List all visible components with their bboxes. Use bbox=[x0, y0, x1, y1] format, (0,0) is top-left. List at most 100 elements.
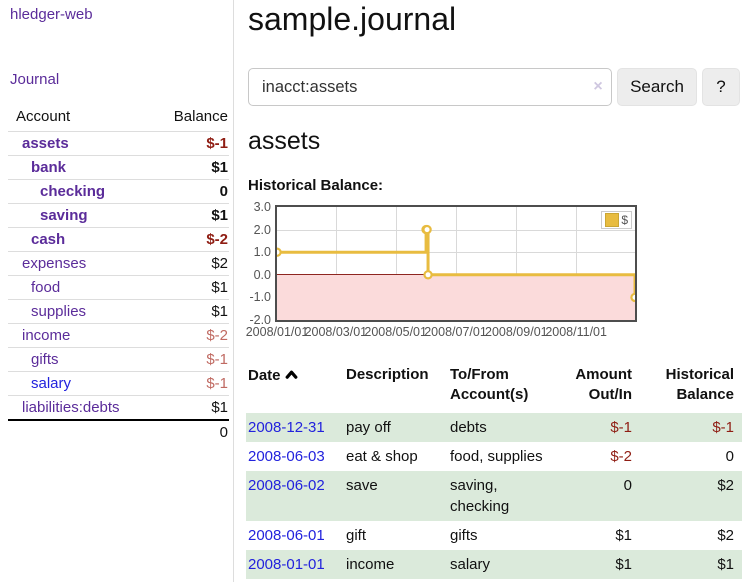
account-row: saving $1 bbox=[8, 203, 229, 227]
balance-series bbox=[277, 224, 635, 303]
account-row: liabilities:debts $1 bbox=[8, 395, 229, 419]
account-row: food $1 bbox=[8, 275, 229, 299]
legend-swatch bbox=[605, 213, 620, 227]
transaction-row: 2008-06-03 eat & shop food, supplies $-2… bbox=[246, 442, 742, 471]
help-button[interactable]: ? bbox=[702, 68, 740, 106]
transaction-description: pay off bbox=[346, 419, 391, 436]
accounts-column-header: To/From Account(s) bbox=[450, 366, 529, 403]
account-link[interactable]: supplies bbox=[31, 303, 87, 320]
x-tick-label: 2008/03/01 bbox=[304, 325, 368, 339]
transaction-accounts: food, supplies bbox=[450, 448, 543, 465]
page-title: sample.journal bbox=[248, 1, 457, 37]
account-link[interactable]: checking bbox=[40, 183, 106, 200]
transaction-balance: $2 bbox=[717, 527, 734, 544]
y-tick-label: 2.0 bbox=[253, 222, 271, 237]
accounts-total-row: 0 bbox=[8, 419, 229, 444]
account-link[interactable]: income bbox=[22, 327, 71, 344]
account-balance: $1 bbox=[211, 399, 228, 416]
data-point-marker bbox=[422, 224, 432, 235]
search-button[interactable]: Search bbox=[617, 68, 697, 106]
account-row: assets $-1 bbox=[8, 131, 229, 155]
chart-heading: Historical Balance: bbox=[248, 177, 384, 194]
register-table: Date Description To/From Account(s) Amou… bbox=[246, 362, 742, 579]
account-balance: $-1 bbox=[206, 351, 228, 368]
data-point-marker bbox=[277, 247, 282, 257]
account-link[interactable]: food bbox=[31, 279, 61, 296]
account-link[interactable]: salary bbox=[31, 375, 72, 392]
y-tick-label: 1.0 bbox=[253, 245, 271, 260]
account-link[interactable]: liabilities:debts bbox=[22, 399, 120, 416]
account-link[interactable]: expenses bbox=[22, 255, 87, 272]
amount-column-header: Amount Out/In bbox=[575, 366, 632, 403]
account-balance: $1 bbox=[211, 159, 228, 176]
transaction-amount: $1 bbox=[615, 556, 632, 573]
transaction-row: 2008-06-02 save saving, checking 0 $2 bbox=[246, 471, 742, 521]
transaction-amount: $-1 bbox=[610, 419, 632, 436]
sort-ascending-icon bbox=[285, 365, 298, 385]
transaction-accounts: debts bbox=[450, 419, 487, 436]
transaction-amount: 0 bbox=[623, 477, 632, 494]
account-balance: $-1 bbox=[206, 135, 228, 152]
account-link[interactable]: cash bbox=[31, 231, 66, 248]
search-input[interactable] bbox=[248, 68, 612, 106]
transaction-amount: $1 bbox=[615, 527, 632, 544]
y-tick-label: 3.0 bbox=[253, 200, 271, 214]
account-link[interactable]: assets bbox=[22, 135, 69, 152]
register-header-row: Date Description To/From Account(s) Amou… bbox=[246, 362, 742, 413]
account-column-header: Account bbox=[16, 108, 71, 125]
transaction-row: 2008-12-31 pay off debts $-1 $-1 bbox=[246, 413, 742, 442]
account-row: expenses $2 bbox=[8, 251, 229, 275]
transaction-description: gift bbox=[346, 527, 367, 544]
account-row: bank $1 bbox=[8, 155, 229, 179]
x-tick-label: 2008/01/01 bbox=[245, 325, 309, 339]
accounts-table-header: Account Balance bbox=[8, 104, 229, 131]
y-tick-label: -2.0 bbox=[249, 313, 271, 327]
transaction-description: income bbox=[346, 556, 395, 573]
account-row: salary $-1 bbox=[8, 371, 229, 395]
transaction-date-link[interactable]: 2008-06-01 bbox=[248, 527, 325, 544]
v-gridline bbox=[576, 207, 578, 320]
account-link[interactable]: gifts bbox=[31, 351, 59, 368]
account-balance: $-2 bbox=[206, 327, 228, 344]
y-tick-label: -1.0 bbox=[249, 290, 271, 305]
transaction-date-link[interactable]: 2008-06-02 bbox=[248, 477, 325, 494]
account-balance: $1 bbox=[211, 207, 228, 224]
v-gridline bbox=[395, 207, 397, 320]
transaction-description: eat & shop bbox=[346, 448, 418, 465]
transaction-balance: $-1 bbox=[712, 419, 734, 436]
accounts-total-value: 0 bbox=[219, 424, 228, 441]
account-row: income $-2 bbox=[8, 323, 229, 347]
transaction-date-link[interactable]: 2008-06-03 bbox=[248, 448, 325, 465]
data-point-marker bbox=[423, 270, 433, 280]
accounts-sidebar-table: Account Balance assets $-1 bank $1 check… bbox=[8, 104, 229, 444]
v-gridline bbox=[335, 207, 337, 320]
y-tick-label: 0.0 bbox=[253, 267, 271, 282]
account-balance: $2 bbox=[211, 255, 228, 272]
account-link[interactable]: saving bbox=[40, 207, 88, 224]
account-balance: $1 bbox=[211, 279, 228, 296]
brand-link[interactable]: hledger-web bbox=[10, 6, 93, 23]
legend-label: $ bbox=[621, 213, 628, 227]
v-gridline bbox=[455, 207, 457, 320]
x-tick-label: 2008/07/01 bbox=[424, 325, 487, 339]
account-row: checking 0 bbox=[8, 179, 229, 203]
transaction-accounts: saving, checking bbox=[450, 477, 510, 515]
sidebar-item-journal[interactable]: Journal bbox=[10, 71, 60, 88]
account-balance: $1 bbox=[211, 303, 228, 320]
balance-column-header-main: Historical Balance bbox=[665, 366, 734, 403]
balance-column-header: Balance bbox=[173, 108, 228, 125]
clear-search-icon[interactable]: × bbox=[593, 78, 603, 95]
account-balance: $-1 bbox=[206, 375, 228, 392]
date-column-header[interactable]: Date bbox=[246, 362, 346, 413]
account-heading: assets bbox=[248, 127, 321, 155]
transaction-date-link[interactable]: 2008-01-01 bbox=[248, 556, 325, 573]
transaction-row: 2008-06-01 gift gifts $1 $2 bbox=[246, 521, 742, 550]
account-row: cash $-2 bbox=[8, 227, 229, 251]
transaction-date-link[interactable]: 2008-12-31 bbox=[248, 419, 325, 436]
transaction-accounts: gifts bbox=[450, 527, 478, 544]
transaction-amount: $-2 bbox=[610, 448, 632, 465]
transaction-balance: $2 bbox=[717, 477, 734, 494]
account-link[interactable]: bank bbox=[31, 159, 67, 176]
description-column-header: Description bbox=[346, 366, 429, 383]
